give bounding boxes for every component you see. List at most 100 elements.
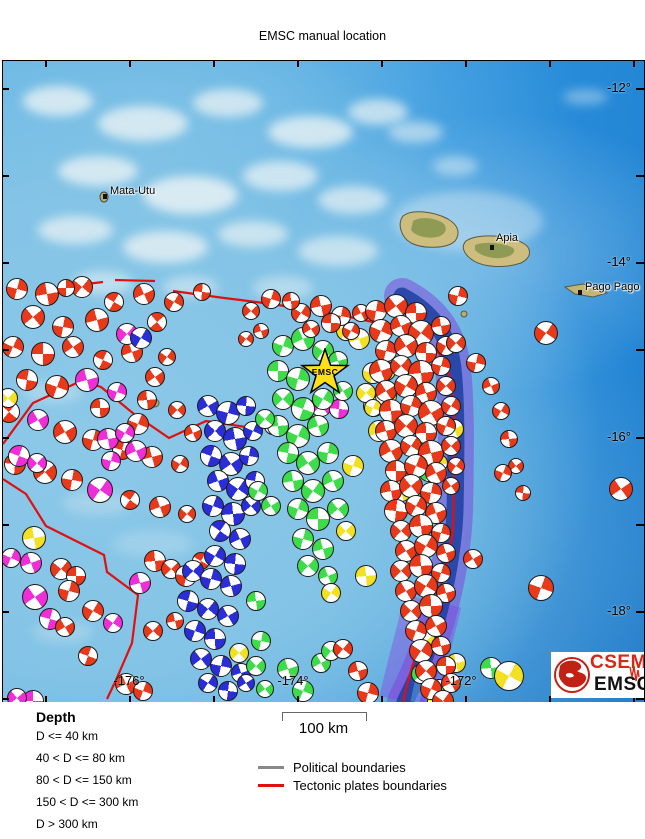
latitude-tick: [3, 524, 9, 526]
focal-mechanism-ball: [409, 639, 433, 663]
focal-mechanism-ball: [355, 565, 377, 587]
political-boundary-label: Political boundaries: [293, 760, 406, 775]
seamount-highlight: [348, 99, 408, 125]
seismogram-squiggle-icon: [629, 665, 640, 682]
latitude-tick: [3, 437, 9, 439]
seamount-highlight: [143, 176, 238, 214]
focal-mechanism-ball: [171, 455, 189, 473]
longitude-tick: [465, 61, 467, 67]
focal-mechanism-ball: [57, 279, 75, 297]
focal-mechanism-ball: [441, 436, 461, 456]
focal-mechanism-ball: [336, 521, 356, 541]
focal-mechanism-ball: [55, 617, 75, 637]
focal-mechanism-ball: [448, 286, 468, 306]
focal-mechanism-ball: [321, 583, 341, 603]
focal-mechanism-ball: [357, 682, 379, 702]
city-marker-dot: [578, 290, 582, 295]
focal-mechanism-ball: [442, 477, 460, 495]
focal-mechanism-ball: [220, 575, 242, 597]
focal-mechanism-ball: [197, 598, 219, 620]
focal-mechanism-ball: [301, 479, 325, 503]
seamount-highlight: [268, 116, 353, 148]
seamount-highlight: [298, 236, 378, 266]
latitude-tick: [3, 262, 9, 264]
focal-mechanism-ball: [515, 485, 531, 501]
focal-mechanism-ball: [130, 327, 152, 349]
seamount-highlight: [38, 216, 113, 244]
latitude-label: -18°: [607, 603, 631, 618]
focal-mechanism-ball: [246, 591, 266, 611]
focal-mechanism-ball: [287, 498, 309, 520]
focal-mechanism-ball: [90, 398, 110, 418]
focal-mechanism-ball: [492, 402, 510, 420]
map-legend-area: Depth D <= 40 km 40 < D <= 80 km 80 < D <=…: [0, 702, 645, 831]
focal-mechanism-ball: [229, 643, 249, 663]
focal-mechanism-ball: [229, 528, 251, 550]
focal-mechanism-ball: [272, 388, 294, 410]
latitude-label: -16°: [607, 429, 631, 444]
legend-tectonic-boundaries: Tectonic plates boundaries: [258, 778, 447, 793]
longitude-tick: [381, 696, 383, 702]
focal-mechanism-ball: [158, 348, 176, 366]
focal-mechanism-ball: [168, 401, 186, 419]
focal-mechanism-ball: [306, 507, 330, 531]
focal-mechanism-ball: [333, 639, 353, 659]
seamount-highlight: [433, 156, 478, 176]
focal-mechanism-ball: [143, 621, 163, 641]
latitude-tick: [636, 524, 644, 526]
focal-mechanism-ball: [322, 470, 344, 492]
focal-mechanism-ball: [436, 583, 456, 603]
latitude-label: -14°: [607, 254, 631, 269]
scale-bar-label: 100 km: [298, 720, 349, 737]
epicenter-star[interactable]: EMSC: [299, 346, 351, 398]
focal-mechanism-ball: [342, 455, 364, 477]
latitude-tick: [3, 88, 9, 90]
focal-mechanism-ball: [204, 545, 226, 567]
latitude-label: -12°: [607, 80, 631, 95]
focal-mechanism-ball: [256, 680, 274, 698]
focal-mechanism-ball: [431, 523, 451, 543]
focal-mechanism-ball: [277, 442, 299, 464]
focal-mechanism-ball: [104, 292, 124, 312]
focal-mechanism-ball: [312, 538, 334, 560]
focal-mechanism-ball: [177, 590, 199, 612]
focal-mechanism-ball: [149, 496, 171, 518]
map-canvas[interactable]: EMSC CSEM EMSC -12° -14° -16° -18° -176° -174…: [2, 60, 645, 703]
focal-mechanism-ball: [164, 292, 184, 312]
focal-mechanism-ball: [27, 453, 47, 473]
focal-mechanism-ball: [436, 376, 456, 396]
focal-mechanism-ball: [246, 656, 266, 676]
focal-mechanism-ball: [425, 615, 447, 637]
latitude-tick: [3, 698, 9, 700]
island-upolu-highland: [475, 242, 515, 259]
focal-mechanism-ball: [129, 572, 151, 594]
focal-mechanism-ball: [178, 505, 196, 523]
focal-mechanism-ball: [447, 457, 465, 475]
latitude-tick: [636, 611, 644, 613]
focal-mechanism-ball: [107, 382, 127, 402]
focal-mechanism-ball: [500, 430, 518, 448]
focal-mechanism-ball: [6, 278, 28, 300]
focal-mechanism-ball: [3, 548, 21, 568]
tectonic-boundary-label: Tectonic plates boundaries: [293, 778, 447, 793]
longitude-tick: [129, 696, 131, 702]
focal-mechanism-ball: [333, 381, 353, 401]
focal-mechanism-ball: [282, 292, 300, 310]
longitude-tick: [381, 61, 383, 67]
focal-mechanism-ball: [224, 553, 246, 575]
focal-mechanism-ball: [482, 377, 500, 395]
tectonic-boundary-line-swatch: [258, 784, 284, 787]
longitude-tick: [213, 696, 215, 702]
focal-mechanism-ball: [133, 681, 153, 701]
focal-mechanism-ball: [431, 356, 451, 376]
longitude-tick: [633, 61, 635, 67]
seamount-highlight: [563, 89, 608, 105]
depth-legend-item: D > 300 km: [36, 817, 98, 831]
focal-mechanism-ball: [7, 688, 27, 702]
logo-emsc-text: EMSC: [594, 674, 644, 695]
latitude-tick: [636, 349, 644, 351]
focal-mechanism-ball: [198, 673, 218, 693]
focal-mechanism-ball: [62, 336, 84, 358]
depth-legend-list: D <= 40 km 40 < D <= 80 km 80 < D <= 150 k…: [36, 729, 138, 839]
